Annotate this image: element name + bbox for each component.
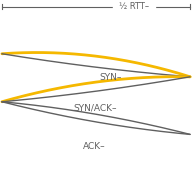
- Text: ACK–: ACK–: [83, 142, 105, 151]
- Text: ½ RTT–: ½ RTT–: [119, 2, 149, 11]
- Text: SYN/ACK–: SYN/ACK–: [73, 104, 117, 113]
- Text: SYN–: SYN–: [100, 73, 122, 82]
